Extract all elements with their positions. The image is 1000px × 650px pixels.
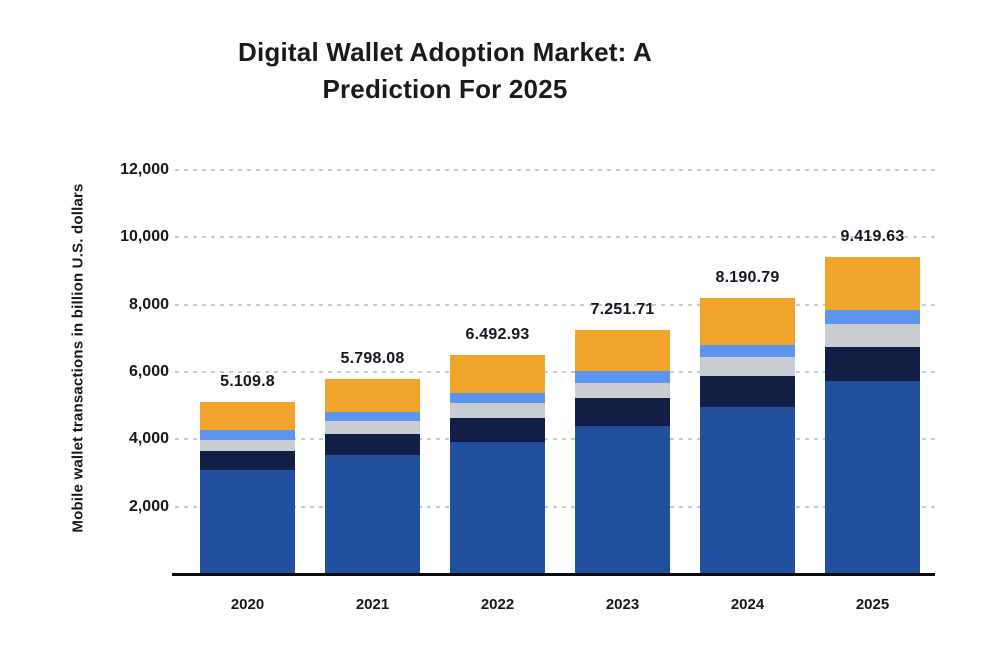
light-gray-segment-2021 (325, 421, 420, 434)
chart-title-line-2: Prediction For 2025 (322, 74, 568, 104)
light-gray-segment-2020 (200, 439, 295, 451)
gridline-4000 (175, 438, 935, 441)
x-tick-label-2021: 2021 (355, 596, 390, 613)
y-axis-title: Mobile wallet transactions in billion U.… (69, 183, 87, 533)
gridline-8000 (175, 303, 935, 306)
orange-segment-2024 (700, 298, 795, 346)
bar-2022 (450, 355, 545, 574)
orange-segment-2021 (325, 378, 420, 413)
y-tick-label-8000: 8,000 (128, 295, 169, 313)
light-gray-segment-2022 (450, 402, 545, 418)
light-gray-segment-2024 (700, 357, 795, 376)
chart-title: Digital Wallet Adoption Market: A Predic… (0, 34, 890, 108)
light-gray-segment-2025 (825, 324, 920, 347)
bar-2020 (200, 401, 295, 574)
royal-blue-segment-2024 (700, 406, 795, 574)
gridline-12000 (175, 169, 935, 171)
light-blue-segment-2021 (325, 412, 420, 422)
royal-blue-segment-2020 (200, 469, 295, 574)
bar-value-label-2020: 5.109.8 (220, 372, 275, 390)
dark-navy-segment-2021 (325, 433, 420, 455)
y-tick-label-6000: 6,000 (128, 363, 169, 380)
light-blue-segment-2025 (825, 310, 920, 325)
light-blue-segment-2024 (700, 345, 795, 358)
chart-title-line-1: Digital Wallet Adoption Market: A (238, 37, 652, 67)
orange-segment-2023 (575, 329, 670, 371)
bar-value-label-2024: 8.190.79 (715, 269, 780, 287)
x-tick-label-2023: 2023 (605, 596, 640, 613)
royal-blue-segment-2025 (825, 381, 920, 574)
y-tick-label-2000: 2,000 (128, 497, 169, 515)
light-blue-segment-2023 (575, 370, 670, 384)
y-tick-label-4000: 4,000 (128, 430, 169, 448)
x-axis-line (172, 573, 935, 576)
x-tick-label-2020: 2020 (230, 596, 265, 613)
royal-blue-segment-2022 (450, 441, 545, 574)
bar-value-label-2023: 7.251.71 (590, 300, 655, 318)
bar-value-label-2021: 5.798.08 (340, 349, 405, 367)
bar-2021 (325, 378, 420, 574)
bar-value-label-2022: 6.492.93 (465, 326, 530, 344)
dark-navy-segment-2025 (825, 346, 920, 382)
x-tick-label-2024: 2024 (730, 596, 765, 613)
gridline-10000 (175, 236, 935, 239)
orange-segment-2022 (450, 355, 545, 393)
x-tick-label-2022: 2022 (480, 596, 515, 613)
dark-navy-segment-2022 (450, 417, 545, 442)
x-tick-label-2025: 2025 (855, 596, 890, 613)
royal-blue-segment-2023 (575, 425, 670, 574)
gridline-2000 (175, 505, 935, 508)
orange-segment-2020 (200, 401, 295, 430)
dark-navy-segment-2023 (575, 397, 670, 426)
light-gray-segment-2023 (575, 383, 670, 398)
bar-2024 (700, 298, 795, 574)
orange-segment-2025 (825, 256, 920, 311)
light-blue-segment-2022 (450, 392, 545, 403)
gridline-6000 (175, 371, 935, 373)
bar-2023 (575, 329, 670, 574)
light-blue-segment-2020 (200, 429, 295, 440)
y-tick-label-12000: 12,000 (120, 161, 169, 178)
y-tick-label-10000: 10,000 (120, 228, 169, 246)
dark-navy-segment-2020 (200, 450, 295, 470)
bar-value-label-2025: 9.419.63 (840, 227, 905, 245)
bar-2025 (825, 256, 920, 574)
dark-navy-segment-2024 (700, 376, 795, 407)
royal-blue-segment-2021 (325, 454, 420, 574)
